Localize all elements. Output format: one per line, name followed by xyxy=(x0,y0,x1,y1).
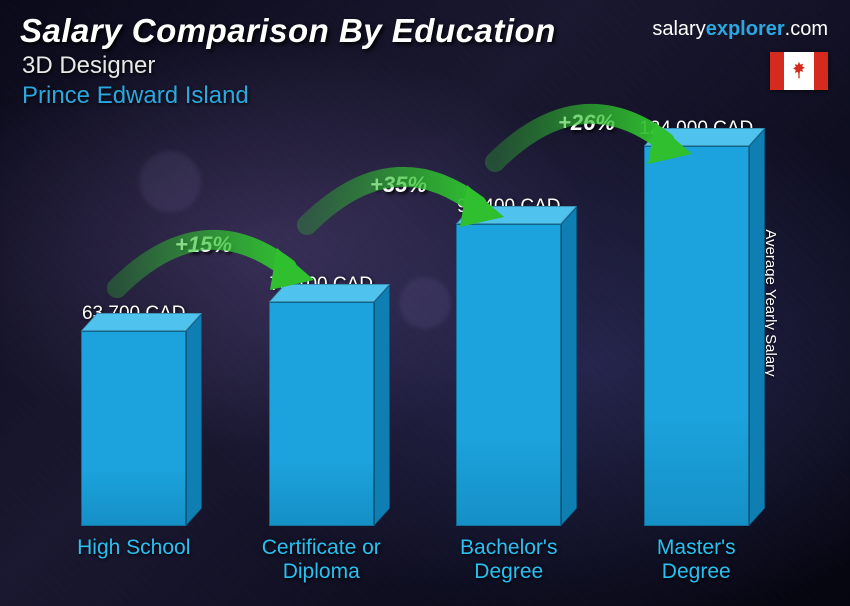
bar-column: 73,100 CAD Certificate orDiploma xyxy=(228,274,416,586)
chart-title: Salary Comparison By Education xyxy=(20,12,556,50)
bar xyxy=(644,146,749,526)
bar-category-label: Certificate orDiploma xyxy=(262,536,381,586)
bar-category-label: Bachelor'sDegree xyxy=(460,536,557,586)
bar-column: 124,000 CAD Master'sDegree xyxy=(603,118,791,586)
brand-part1: salary xyxy=(652,18,705,40)
chart-subtitle: 3D Designer xyxy=(22,52,155,80)
bar-category-label: High School xyxy=(77,536,190,586)
bar xyxy=(269,302,374,526)
chart-region: Prince Edward Island xyxy=(22,82,249,110)
brand-part3: .com xyxy=(785,18,828,40)
increase-label: +26% xyxy=(558,110,615,136)
bar xyxy=(456,224,561,526)
brand-logo: salaryexplorer.com xyxy=(652,18,828,41)
bar xyxy=(81,331,186,526)
bar-column: 98,400 CAD Bachelor'sDegree xyxy=(415,196,603,586)
bar-category-label: Master'sDegree xyxy=(657,536,736,586)
increase-label: +35% xyxy=(370,172,427,198)
flag-icon xyxy=(770,52,828,90)
bar-column: 63,700 CAD High School xyxy=(40,303,228,586)
brand-part2: explorer xyxy=(706,18,785,40)
increase-label: +15% xyxy=(175,232,232,258)
